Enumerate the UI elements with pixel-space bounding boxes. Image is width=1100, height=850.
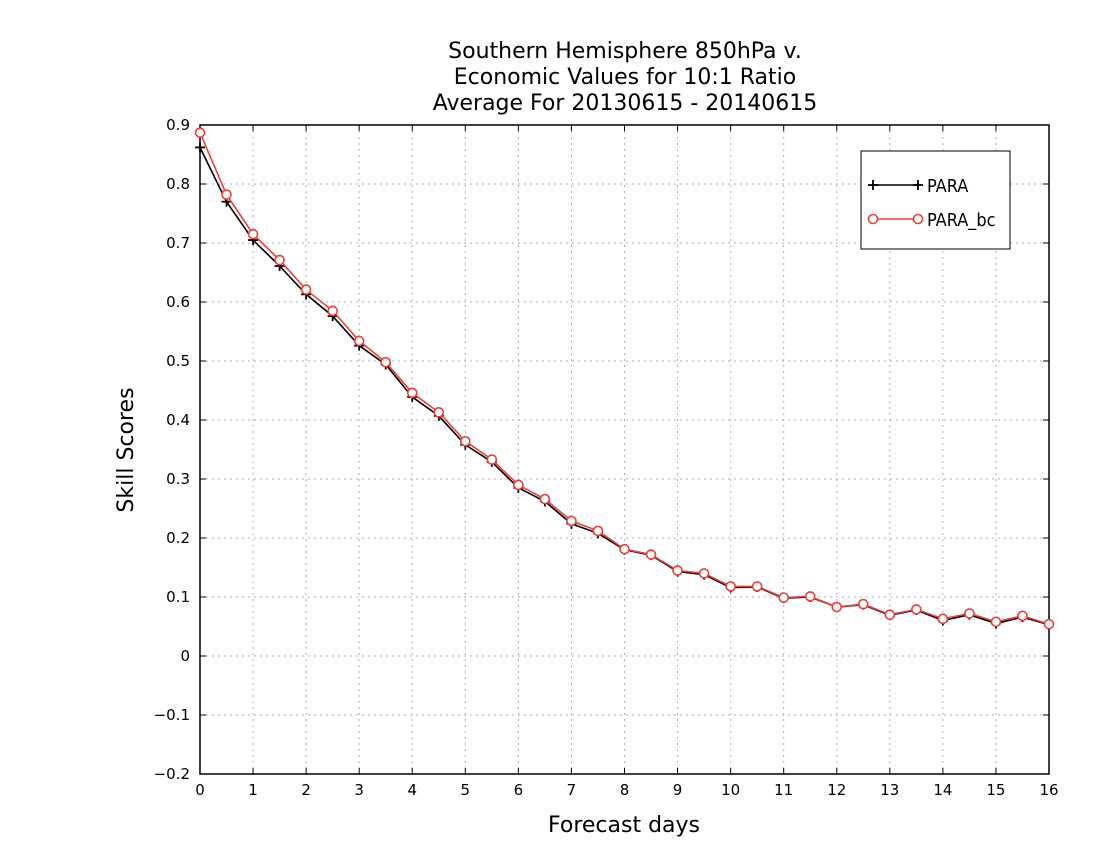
y-tick-label: 0.1 bbox=[166, 588, 190, 606]
data-point bbox=[672, 565, 683, 576]
data-point bbox=[751, 581, 763, 592]
data-point bbox=[911, 604, 922, 615]
x-tick-label: 8 bbox=[620, 781, 630, 799]
y-tick-label: 0.4 bbox=[166, 411, 190, 429]
y-tick-label: 0 bbox=[180, 647, 190, 665]
y-tick-label: 0.8 bbox=[166, 175, 190, 193]
data-point bbox=[884, 609, 896, 621]
data-point bbox=[274, 254, 285, 266]
y-tick-label: 0.3 bbox=[166, 470, 190, 488]
chart-title-line-1: Southern Hemisphere 850hPa v. bbox=[448, 39, 802, 64]
legend-box bbox=[860, 150, 1011, 250]
data-point bbox=[247, 228, 259, 240]
x-tick-label: 13 bbox=[880, 781, 899, 799]
legend: PARA PARA_bc bbox=[860, 150, 1011, 250]
x-tick-label: 0 bbox=[195, 781, 205, 799]
x-tick-label: 16 bbox=[1039, 781, 1058, 799]
series-PARA_bc bbox=[194, 127, 1055, 630]
data-point bbox=[645, 549, 657, 560]
y-tick-label: 0.9 bbox=[166, 116, 190, 134]
data-point bbox=[804, 591, 816, 602]
legend-item-PARA_bc: PARA_bc bbox=[867, 210, 996, 231]
data-point bbox=[195, 142, 205, 153]
data-point bbox=[937, 613, 949, 625]
data-point bbox=[725, 581, 736, 592]
data-point bbox=[698, 568, 710, 579]
x-tick-label: 4 bbox=[407, 781, 417, 799]
data-point bbox=[406, 387, 418, 399]
y-tick-label: 0.2 bbox=[166, 529, 190, 547]
data-point bbox=[831, 601, 843, 613]
x-tick-label: 7 bbox=[567, 781, 577, 799]
x-tick-label: 1 bbox=[248, 781, 258, 799]
x-tick-label: 2 bbox=[301, 781, 311, 799]
x-tick-label: 3 bbox=[354, 781, 364, 799]
x-tick-label: 9 bbox=[673, 781, 683, 799]
legend-label: PARA bbox=[927, 176, 968, 197]
data-point bbox=[539, 493, 551, 505]
series-layer bbox=[194, 127, 1055, 630]
legend-marker-end bbox=[912, 213, 924, 225]
y-tick-label: 0.6 bbox=[166, 293, 190, 311]
data-point bbox=[990, 616, 1002, 628]
data-point bbox=[513, 479, 524, 491]
data-point bbox=[1043, 618, 1055, 630]
data-point bbox=[300, 284, 312, 295]
x-tick-label: 6 bbox=[514, 781, 524, 799]
data-point bbox=[486, 454, 498, 465]
x-tick-labels: 0 1 2 3 4 5 6 7 8 9 10 11 12 13 14 15 16 bbox=[195, 781, 1058, 799]
chart-title-line-2: Economic Values for 10:1 Ratio bbox=[454, 65, 796, 90]
data-point bbox=[778, 592, 789, 603]
data-point bbox=[353, 335, 365, 347]
data-point bbox=[194, 127, 206, 138]
chart-title: Southern Hemisphere 850hPa v. Economic V… bbox=[433, 39, 818, 116]
data-point bbox=[566, 515, 577, 527]
legend-item-PARA: PARA bbox=[868, 176, 968, 197]
data-point bbox=[327, 305, 338, 317]
data-point bbox=[857, 598, 869, 610]
y-tick-label: 0.5 bbox=[166, 352, 190, 370]
y-tick-label: −0.2 bbox=[154, 765, 190, 783]
x-tick-label: 15 bbox=[986, 781, 1005, 799]
x-tick-label: 14 bbox=[933, 781, 952, 799]
y-tick-label: −0.1 bbox=[154, 706, 190, 724]
x-tick-label: 11 bbox=[774, 781, 793, 799]
data-point bbox=[433, 407, 445, 418]
chart-title-line-3: Average For 20130615 - 20140615 bbox=[433, 91, 818, 116]
legend-marker-start bbox=[867, 213, 879, 225]
data-point bbox=[619, 543, 630, 555]
legend-marker-start bbox=[868, 180, 878, 190]
x-tick-label: 10 bbox=[721, 781, 740, 799]
x-tick-label: 12 bbox=[827, 781, 846, 799]
data-point bbox=[592, 525, 604, 537]
y-axis-label: Skill Scores bbox=[114, 387, 139, 512]
x-tick-label: 5 bbox=[461, 781, 471, 799]
data-point bbox=[1017, 610, 1028, 622]
data-point bbox=[964, 608, 975, 619]
y-tick-labels: −0.2 −0.1 0 0.1 0.2 0.3 0.4 0.5 0.6 0.7 0.8 0.9 bbox=[154, 116, 190, 783]
legend-label: PARA_bc bbox=[927, 210, 996, 231]
x-axis-label: Forecast days bbox=[548, 813, 700, 838]
data-point bbox=[460, 435, 471, 447]
y-tick-label: 0.7 bbox=[166, 234, 190, 252]
data-point bbox=[221, 189, 232, 200]
legend-marker-end bbox=[913, 180, 923, 190]
data-point bbox=[380, 356, 392, 368]
axis-ticks bbox=[199, 124, 1050, 775]
